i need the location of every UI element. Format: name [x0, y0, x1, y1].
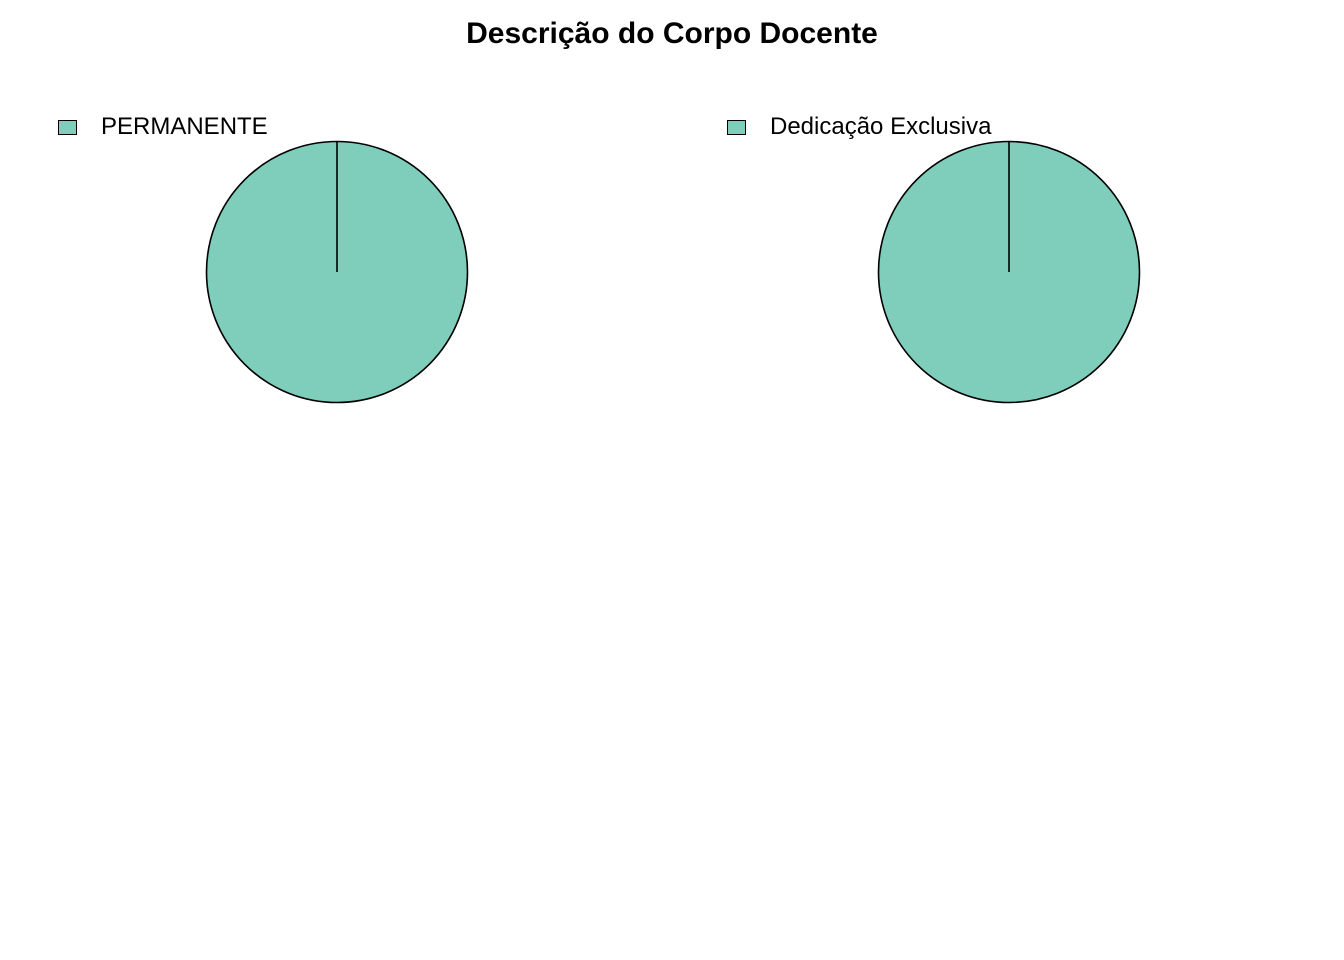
- legend: PERMANENTE: [58, 112, 268, 142]
- pie-chart: [205, 140, 469, 404]
- pie-slices: [877, 140, 1141, 404]
- pie-chart: [877, 140, 1141, 404]
- legend: Dedicação Exclusiva: [727, 112, 991, 142]
- pie-panel-dedicacao-exclusiva: Dedicação Exclusiva: [672, 0, 1344, 960]
- pie-slices: [205, 140, 469, 404]
- pie-panel-permanente: PERMANENTE: [58, 112, 469, 404]
- figure-title: Descrição do Corpo Docente: [466, 17, 878, 50]
- legend-swatch: [58, 119, 77, 135]
- legend-label: Dedicação Exclusiva: [770, 113, 992, 140]
- legend-swatch: [727, 119, 746, 135]
- legend-label: PERMANENTE: [101, 113, 268, 140]
